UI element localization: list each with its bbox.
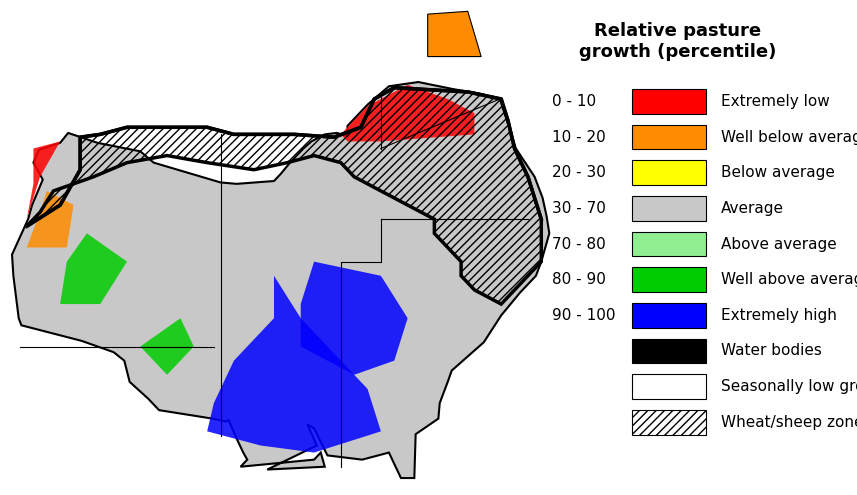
FancyBboxPatch shape (632, 410, 706, 435)
Text: 90 - 100: 90 - 100 (552, 308, 615, 323)
Polygon shape (27, 191, 74, 248)
Text: Well below average: Well below average (722, 130, 857, 145)
Text: Extremely low: Extremely low (722, 94, 830, 109)
Polygon shape (341, 85, 475, 142)
FancyBboxPatch shape (632, 196, 706, 221)
Text: Below average: Below average (722, 165, 835, 180)
Polygon shape (428, 11, 481, 56)
Text: Water bodies: Water bodies (722, 344, 822, 358)
Polygon shape (301, 262, 408, 375)
Text: Above average: Above average (722, 237, 837, 251)
FancyBboxPatch shape (632, 160, 706, 185)
Text: Wheat/sheep zone: Wheat/sheep zone (722, 415, 857, 430)
Text: 70 - 80: 70 - 80 (552, 237, 605, 251)
Text: 0 - 10: 0 - 10 (552, 94, 596, 109)
Text: 10 - 20: 10 - 20 (552, 130, 605, 145)
Text: Well above average: Well above average (722, 272, 857, 287)
FancyBboxPatch shape (632, 125, 706, 149)
FancyBboxPatch shape (632, 89, 706, 114)
Polygon shape (60, 233, 127, 304)
Polygon shape (207, 276, 381, 452)
FancyBboxPatch shape (632, 339, 706, 363)
Text: 30 - 70: 30 - 70 (552, 201, 605, 216)
Text: 80 - 90: 80 - 90 (552, 272, 605, 287)
FancyBboxPatch shape (632, 374, 706, 399)
Text: 20 - 30: 20 - 30 (552, 165, 605, 180)
Text: Seasonally low growth: Seasonally low growth (722, 379, 857, 394)
FancyBboxPatch shape (632, 232, 706, 256)
FancyBboxPatch shape (632, 267, 706, 292)
FancyBboxPatch shape (632, 303, 706, 328)
Polygon shape (27, 142, 60, 219)
Polygon shape (12, 82, 549, 478)
Text: Extremely high: Extremely high (722, 308, 837, 323)
Text: Relative pasture
growth (percentile): Relative pasture growth (percentile) (579, 22, 776, 61)
Polygon shape (141, 318, 194, 375)
Text: Average: Average (722, 201, 784, 216)
